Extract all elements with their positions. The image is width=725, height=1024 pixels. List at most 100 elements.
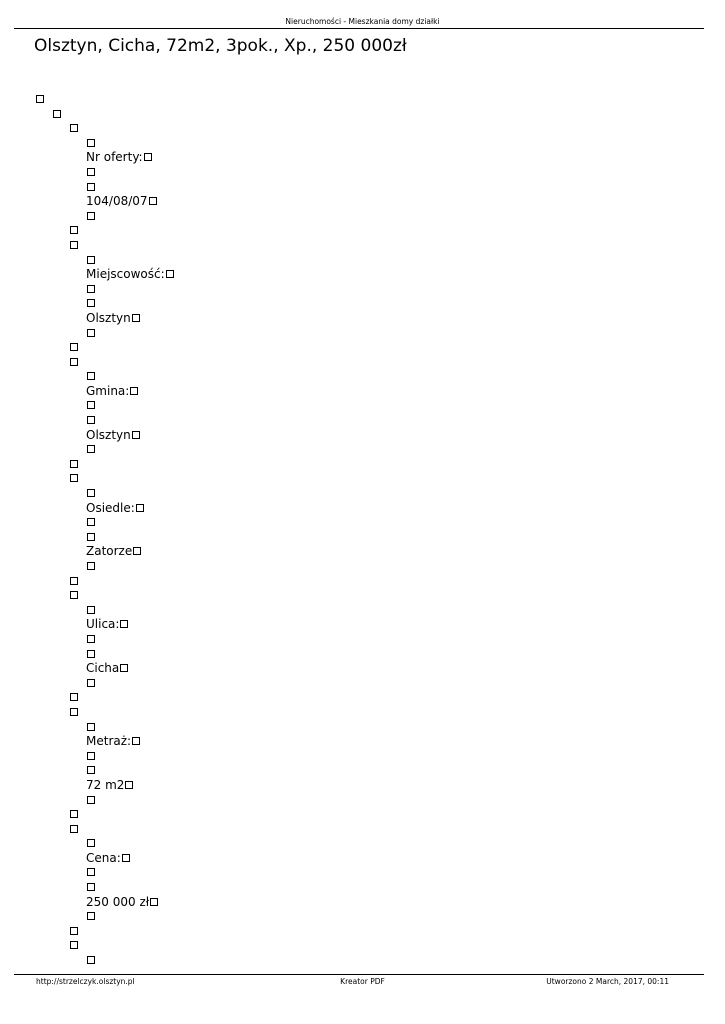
field-value: 72 m2	[0, 778, 725, 793]
missing-glyph-icon	[130, 386, 139, 395]
label-cell-close	[0, 165, 725, 180]
value-cell-open	[0, 647, 725, 662]
field-label-text: Miejscowość:	[86, 267, 165, 282]
missing-glyph-icon	[87, 605, 95, 614]
missing-glyph-icon	[70, 810, 78, 819]
missing-glyph-icon	[70, 591, 78, 600]
field-value: Zatorze	[0, 544, 725, 559]
field-value-text: Olsztyn	[86, 427, 131, 442]
table-row	[0, 938, 725, 953]
label-cell-close	[0, 515, 725, 530]
field-value-text: Zatorze	[86, 544, 133, 559]
field-value: Olsztyn	[0, 428, 725, 443]
field-value-text: Olsztyn	[86, 310, 131, 325]
missing-glyph-icon	[87, 678, 95, 687]
label-cell-open	[0, 953, 725, 968]
listing-table: Nr oferty: 104/08/07 Miejscowość: Olsztyn Gm…	[0, 92, 725, 968]
field-label: Gmina:	[0, 384, 725, 399]
table-row	[0, 705, 725, 720]
value-cell-close	[0, 442, 725, 457]
missing-glyph-icon	[87, 751, 95, 760]
field-value: Olsztyn	[0, 311, 725, 326]
missing-glyph-icon	[70, 707, 78, 716]
value-cell-open	[0, 530, 725, 545]
field-value-text: 250 000 zł	[86, 894, 150, 909]
missing-glyph-icon	[87, 532, 95, 541]
missing-glyph-icon	[70, 576, 78, 585]
value-cell-close	[0, 676, 725, 691]
footer-divider	[14, 974, 704, 975]
missing-glyph-icon	[165, 270, 174, 279]
missing-glyph-icon	[70, 824, 78, 833]
table-row	[0, 822, 725, 837]
missing-glyph-icon	[87, 912, 95, 921]
footer-created: Utworzono 2 March, 2017, 00:11	[546, 977, 669, 986]
field-label: Nr oferty:	[0, 150, 725, 165]
missing-glyph-icon	[133, 547, 142, 556]
missing-glyph-icon	[87, 722, 95, 731]
missing-glyph-icon	[70, 459, 78, 468]
missing-glyph-icon	[87, 868, 95, 877]
missing-glyph-icon	[87, 766, 95, 775]
missing-glyph-icon	[150, 897, 159, 906]
missing-glyph-icon	[87, 518, 95, 527]
table-row-end	[0, 924, 725, 939]
field-label-text: Ulica:	[86, 617, 120, 632]
footer-url: http://strzelczyk.olsztyn.pl	[36, 977, 135, 986]
missing-glyph-icon	[70, 226, 78, 235]
missing-glyph-icon	[148, 197, 157, 206]
field-label-text: Cena:	[86, 850, 121, 865]
value-cell-open	[0, 180, 725, 195]
table-row	[0, 471, 725, 486]
label-cell-close	[0, 632, 725, 647]
field-value-text: 104/08/07	[86, 194, 148, 209]
missing-glyph-icon	[143, 153, 152, 162]
label-cell-close	[0, 749, 725, 764]
missing-glyph-icon	[70, 474, 78, 483]
label-cell-close	[0, 282, 725, 297]
missing-glyph-icon	[120, 664, 129, 673]
value-cell-open	[0, 880, 725, 895]
value-cell-close	[0, 326, 725, 341]
missing-glyph-icon	[87, 138, 95, 147]
table-body-open	[0, 107, 725, 122]
missing-glyph-icon	[87, 445, 95, 454]
table-open	[0, 92, 725, 107]
label-cell-open	[0, 720, 725, 735]
field-label-text: Metraż:	[86, 734, 132, 749]
field-value-text: 72 m2	[86, 777, 125, 792]
missing-glyph-icon	[120, 620, 129, 629]
missing-glyph-icon	[87, 211, 95, 220]
table-row-end	[0, 690, 725, 705]
site-title: Nieruchomości - Mieszkania domy działki	[285, 17, 440, 26]
table-row-end	[0, 223, 725, 238]
missing-glyph-icon	[87, 416, 95, 425]
value-cell-open	[0, 413, 725, 428]
value-cell-close	[0, 209, 725, 224]
missing-glyph-icon	[132, 737, 141, 746]
missing-glyph-icon	[70, 343, 78, 352]
table-row	[0, 355, 725, 370]
field-label: Ulica:	[0, 617, 725, 632]
table-row-end	[0, 340, 725, 355]
missing-glyph-icon	[87, 562, 95, 570]
value-cell-open	[0, 763, 725, 778]
field-label: Metraż:	[0, 734, 725, 749]
field-label: Cena:	[0, 851, 725, 866]
label-cell-open	[0, 836, 725, 851]
missing-glyph-icon	[87, 372, 95, 381]
field-value: 104/08/07	[0, 194, 725, 209]
value-cell-close	[0, 559, 725, 574]
table-row	[0, 588, 725, 603]
field-label-text: Gmina:	[86, 383, 130, 398]
label-cell-open	[0, 486, 725, 501]
missing-glyph-icon	[131, 430, 140, 439]
missing-glyph-icon	[87, 255, 95, 264]
value-cell-close	[0, 909, 725, 924]
table-row	[0, 121, 725, 136]
missing-glyph-icon	[70, 357, 78, 366]
missing-glyph-icon	[131, 313, 140, 322]
missing-glyph-icon	[70, 693, 78, 702]
field-value: Cicha	[0, 661, 725, 676]
missing-glyph-icon	[70, 941, 78, 950]
